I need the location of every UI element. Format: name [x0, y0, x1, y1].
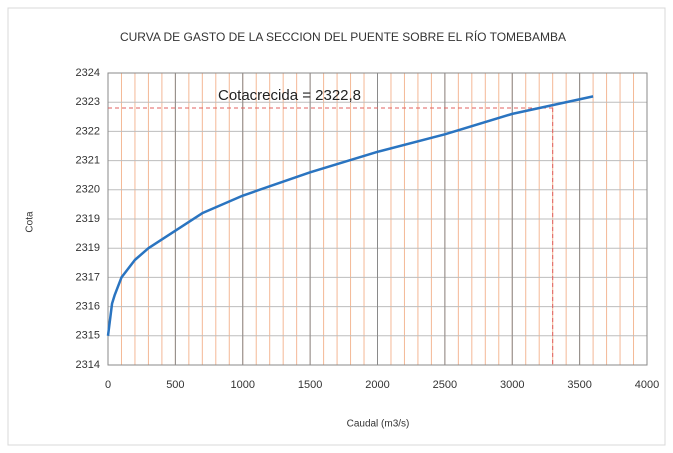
y-tick-label: 2324 — [76, 67, 100, 79]
y-axis-label: Cota — [25, 211, 36, 233]
data-line — [106, 95, 594, 336]
y-tick-label: 2314 — [76, 359, 100, 371]
y-tick-label: 2322 — [76, 125, 100, 137]
x-tick-label: 3000 — [500, 379, 524, 391]
x-tick-label: 4000 — [635, 379, 659, 391]
y-tick-label: 2315 — [76, 330, 100, 342]
y-tick-label: 2321 — [76, 155, 100, 167]
x-tick-label: 2500 — [433, 379, 457, 391]
x-tick-label: 500 — [166, 379, 184, 391]
y-tick-label: 2319 — [76, 213, 100, 225]
y-tick-label: 2323 — [76, 96, 100, 108]
x-tick-label: 2000 — [365, 379, 389, 391]
x-tick-label: 1500 — [298, 379, 322, 391]
annotation: Cotacrecida = 2322,8 — [218, 87, 361, 104]
chart-title: CURVA DE GASTO DE LA SECCION DEL PUENTE … — [120, 29, 566, 44]
x-axis-label: Caudal (m3/s) — [347, 419, 410, 430]
y-tick-label: 2319 — [76, 242, 100, 254]
chart-border — [7, 7, 666, 446]
y-tick-label: 2317 — [76, 271, 100, 283]
y-tick-label: 2320 — [76, 184, 100, 196]
plot-frame — [107, 72, 648, 366]
x-tick-label: 1000 — [231, 379, 255, 391]
y-tick-label: 2316 — [76, 301, 100, 313]
x-tick-label: 3500 — [567, 379, 591, 391]
x-tick-label: 0 — [105, 379, 111, 391]
